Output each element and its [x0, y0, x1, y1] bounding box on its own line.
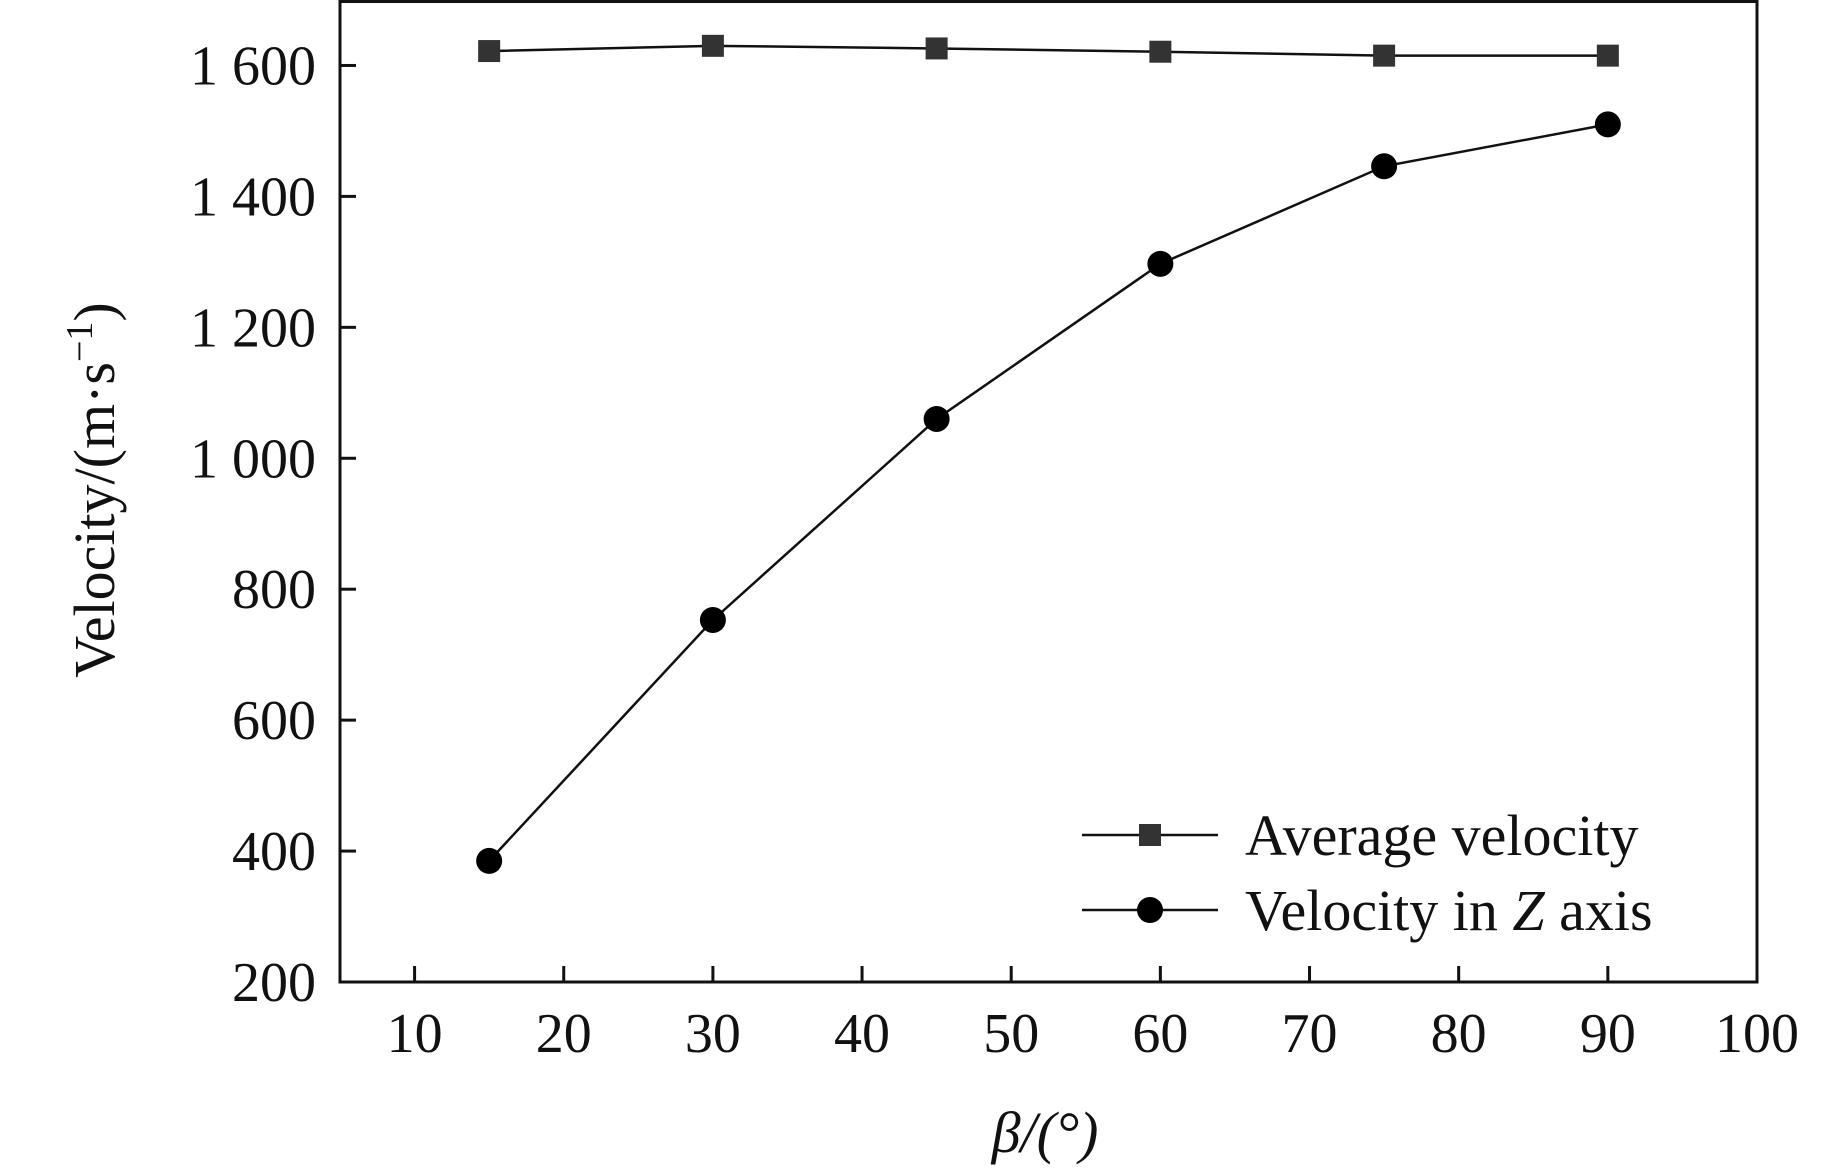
series-line [488, 123, 1609, 862]
data-point [1371, 153, 1398, 180]
y-tick-label: 400 [232, 821, 316, 883]
y-tick-label: 200 [232, 952, 316, 1014]
legend-label-part: Average velocity [1245, 803, 1638, 868]
y-tick-label: 600 [232, 690, 316, 752]
legend-marker [1137, 897, 1163, 923]
data-point [476, 847, 503, 874]
data-point [923, 405, 950, 432]
y-axis-label-exponent: −1 [59, 322, 101, 362]
y-axis-label-main: Velocity/(m·s [62, 362, 127, 678]
x-tick-label: 100 [1715, 1003, 1799, 1065]
legend-label-part: Z [1512, 878, 1545, 943]
y-tick-label: 1 200 [190, 297, 316, 359]
data-point [1596, 44, 1619, 67]
y-axis-label-close: ) [62, 302, 127, 321]
y-tick-label: 800 [232, 559, 316, 621]
legend-label-part: Velocity in [1245, 878, 1512, 943]
legend-label: Average velocity [1245, 803, 1638, 868]
x-tick-label: 50 [983, 1003, 1039, 1065]
series-line [489, 44, 1608, 57]
legend-label-part: axis [1545, 878, 1653, 943]
legend-label: Velocity in Z axis [1245, 878, 1653, 943]
y-tick-label: 1 600 [190, 35, 316, 97]
data-point [699, 606, 726, 633]
data-point [1149, 40, 1172, 63]
x-tick-label: 30 [685, 1003, 741, 1065]
legend-item: Velocity in Z axis [1082, 878, 1653, 943]
y-axis-label: Velocity/(m·s−1) [59, 302, 127, 677]
series-1 [478, 34, 1619, 67]
data-point [925, 37, 948, 60]
data-point [1373, 44, 1396, 67]
data-point [1147, 250, 1174, 277]
x-tick-label: 90 [1580, 1003, 1636, 1065]
data-point [1594, 111, 1621, 138]
axes [338, 0, 1759, 984]
x-tick-label: 20 [536, 1003, 592, 1065]
ticks: 10 20 30 40 50 60 70 80 90 100 200 400 600 800 1 000 1 … [190, 35, 1799, 1065]
x-tick-label: 60 [1132, 1003, 1188, 1065]
x-tick-label: 40 [834, 1003, 890, 1065]
legend-marker [1139, 824, 1161, 846]
y-tick-label: 1 000 [190, 428, 316, 490]
legend: Average velocity Velocity in Z axis [1082, 803, 1653, 943]
x-axis-label: β/(°) [991, 1100, 1099, 1165]
x-tick-label: 70 [1282, 1003, 1338, 1065]
data-point [701, 34, 724, 57]
data-point [478, 40, 501, 63]
series-2 [476, 111, 1621, 874]
x-tick-label: 80 [1431, 1003, 1487, 1065]
legend-item: Average velocity [1082, 803, 1638, 868]
y-tick-label: 1 400 [190, 166, 316, 228]
plot-frame [338, 0, 1759, 984]
series-group [476, 34, 1621, 874]
x-tick-label: 10 [387, 1003, 443, 1065]
